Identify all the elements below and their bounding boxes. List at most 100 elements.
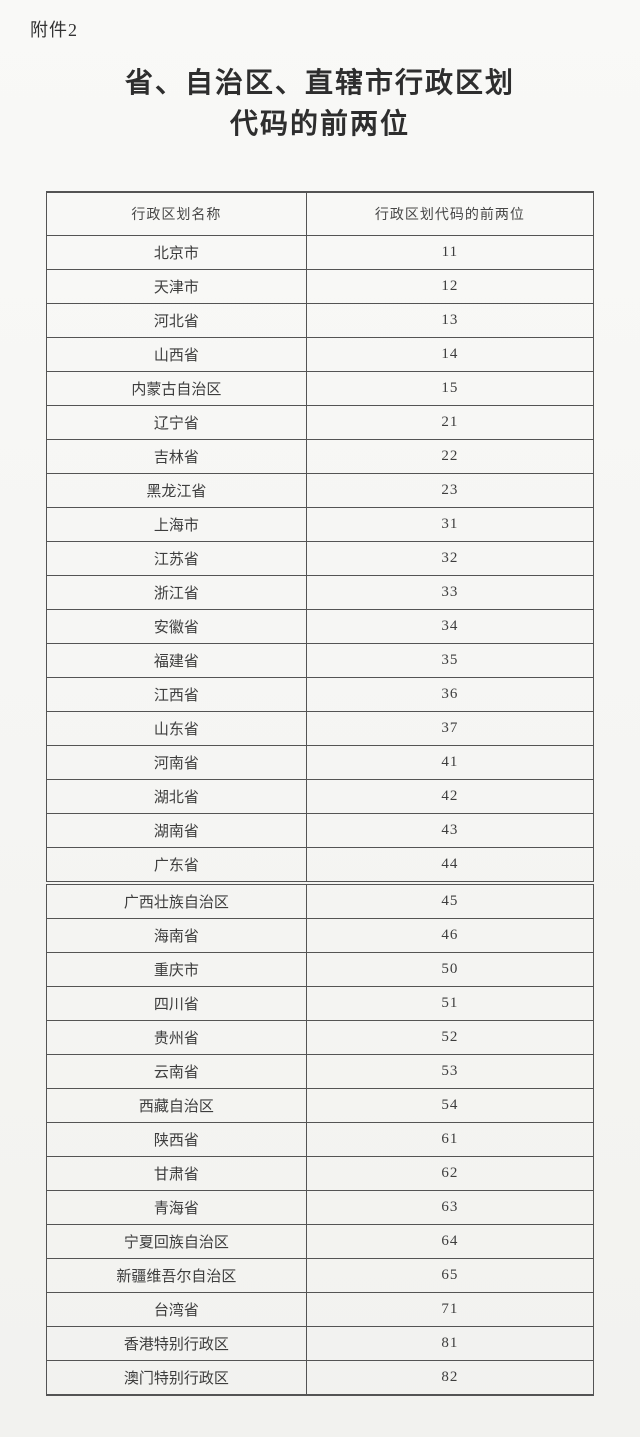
table-row: 河北省 13 [46, 303, 595, 339]
division-name-cell: 陕西省 [46, 1122, 307, 1158]
document-title-line-1: 省、自治区、直辖市行政区划 [124, 68, 515, 99]
division-name-cell: 天津市 [46, 269, 307, 305]
division-code-cell: 52 [305, 1020, 595, 1056]
division-name-cell: 澳门特别行政区 [46, 1360, 307, 1397]
division-name-cell: 西藏自治区 [46, 1088, 307, 1124]
column-header-code-prefix: 行政区划代码的前两位 [305, 191, 595, 237]
division-code-cell: 34 [305, 609, 595, 645]
division-name-cell: 广西壮族自治区 [46, 881, 307, 920]
table-row: 香港特别行政区 81 [46, 1326, 595, 1362]
division-name-cell: 安徽省 [46, 609, 307, 645]
division-code-cell: 41 [305, 745, 595, 781]
division-name-cell: 湖北省 [46, 779, 307, 815]
table-row: 湖北省 42 [46, 779, 595, 815]
division-name-cell: 辽宁省 [46, 405, 307, 441]
division-name-cell: 重庆市 [46, 952, 307, 988]
table-row: 吉林省 22 [46, 439, 595, 475]
division-name-cell: 四川省 [46, 986, 307, 1022]
table-row: 浙江省 33 [46, 575, 595, 611]
table-row: 云南省 53 [46, 1054, 595, 1090]
division-name-cell: 青海省 [46, 1190, 307, 1226]
division-code-cell: 11 [305, 235, 595, 271]
division-name-cell: 新疆维吾尔自治区 [46, 1258, 307, 1294]
table-row: 广东省 44 [46, 847, 595, 884]
division-name-cell: 宁夏回族自治区 [46, 1224, 307, 1260]
division-code-cell: 12 [305, 269, 595, 305]
division-name-cell: 河南省 [46, 745, 307, 781]
table-row: 天津市 12 [46, 269, 595, 305]
division-code-cell: 43 [305, 813, 595, 849]
table-row: 新疆维吾尔自治区 65 [46, 1258, 595, 1294]
division-code-cell: 62 [305, 1156, 595, 1192]
table-row: 上海市 31 [46, 507, 595, 543]
division-code-cell: 44 [305, 847, 595, 884]
table-row: 陕西省 61 [46, 1122, 595, 1158]
table-row: 内蒙古自治区 15 [46, 371, 595, 407]
division-name-cell: 香港特别行政区 [46, 1326, 307, 1362]
division-code-cell: 65 [305, 1258, 595, 1294]
division-name-cell: 内蒙古自治区 [46, 371, 307, 407]
division-code-cell: 61 [305, 1122, 595, 1158]
table-row: 河南省 41 [46, 745, 595, 781]
table-row: 安徽省 34 [46, 609, 595, 645]
division-name-cell: 吉林省 [46, 439, 307, 475]
division-code-cell: 22 [305, 439, 595, 475]
table-row: 甘肃省 62 [46, 1156, 595, 1192]
division-name-cell: 北京市 [46, 235, 307, 271]
division-name-cell: 江苏省 [46, 541, 307, 577]
division-code-cell: 42 [305, 779, 595, 815]
division-code-cell: 14 [305, 337, 595, 373]
table-row: 澳门特别行政区 82 [46, 1360, 595, 1397]
division-name-cell: 山西省 [46, 337, 307, 373]
division-code-cell: 82 [305, 1360, 595, 1397]
division-code-cell: 21 [305, 405, 595, 441]
document-title-line-2: 代码的前两位 [229, 108, 410, 140]
division-code-cell: 33 [305, 575, 595, 611]
division-code-cell: 37 [305, 711, 595, 747]
table-row: 山西省 14 [46, 337, 595, 373]
division-code-cell: 81 [305, 1326, 595, 1362]
table-row: 北京市 11 [46, 235, 595, 271]
table-row: 海南省 46 [46, 918, 595, 954]
division-name-cell: 浙江省 [46, 575, 307, 611]
table-row: 宁夏回族自治区 64 [46, 1224, 595, 1260]
document-title: 省、自治区、直辖市行政区划 代码的前两位 [0, 0, 640, 145]
table-row: 重庆市 50 [46, 952, 595, 988]
division-code-cell: 71 [305, 1292, 595, 1328]
table-row: 贵州省 52 [46, 1020, 595, 1056]
division-code-cell: 45 [305, 881, 595, 920]
division-name-cell: 贵州省 [46, 1020, 307, 1056]
table-row: 广西壮族自治区 45 [46, 881, 595, 920]
division-code-cell: 64 [305, 1224, 595, 1260]
division-name-cell: 广东省 [46, 847, 307, 884]
division-name-cell: 湖南省 [46, 813, 307, 849]
division-code-cell: 35 [305, 643, 595, 679]
division-code-cell: 31 [305, 507, 595, 543]
table-row: 山东省 37 [46, 711, 595, 747]
division-code-cell: 63 [305, 1190, 595, 1226]
division-code-cell: 53 [305, 1054, 595, 1090]
division-name-cell: 甘肃省 [46, 1156, 307, 1192]
table-row: 江西省 36 [46, 677, 595, 713]
table-row: 福建省 35 [46, 643, 595, 679]
division-name-cell: 黑龙江省 [46, 473, 307, 509]
division-name-cell: 上海市 [46, 507, 307, 543]
division-codes-table: 行政区划名称 行政区划代码的前两位 北京市 11 天津市 12 河北省 13 山… [46, 191, 595, 1397]
division-code-cell: 50 [305, 952, 595, 988]
table-row: 台湾省 71 [46, 1292, 595, 1328]
division-name-cell: 海南省 [46, 918, 307, 954]
division-code-cell: 32 [305, 541, 595, 577]
division-code-cell: 51 [305, 986, 595, 1022]
table-row: 四川省 51 [46, 986, 595, 1022]
table-row: 西藏自治区 54 [46, 1088, 595, 1124]
division-name-cell: 云南省 [46, 1054, 307, 1090]
division-code-cell: 13 [305, 303, 595, 339]
table-body: 北京市 11 天津市 12 河北省 13 山西省 14 内蒙古自治区 15 辽宁… [46, 235, 595, 1397]
division-code-cell: 23 [305, 473, 595, 509]
division-name-cell: 台湾省 [46, 1292, 307, 1328]
division-name-cell: 福建省 [46, 643, 307, 679]
table-row: 黑龙江省 23 [46, 473, 595, 509]
table-row: 江苏省 32 [46, 541, 595, 577]
column-header-division-name: 行政区划名称 [46, 191, 307, 237]
